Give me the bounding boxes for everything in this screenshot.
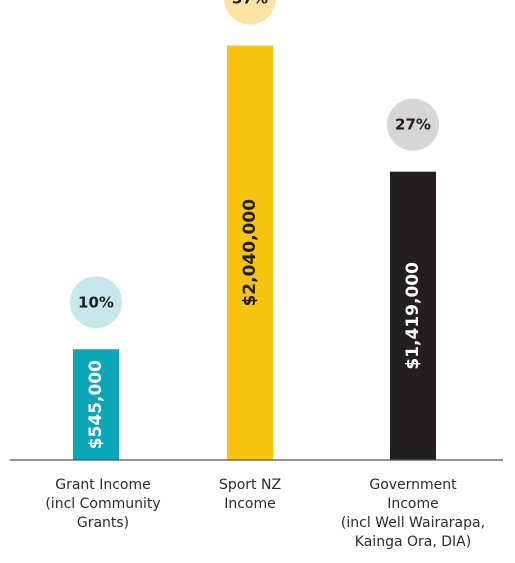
- bar-value-label-government-income: $1,419,000: [403, 262, 423, 370]
- category-label-government-income: Government Income (incl Well Wairarapa, …: [340, 477, 486, 550]
- bar-sport-nz-income: [227, 45, 273, 460]
- percent-badge-sport-nz-income: [224, 0, 276, 25]
- bars: $545,000 $2,040,000 $1,419,000: [73, 45, 436, 460]
- category-label-sport-nz-income: Sport NZ Income: [218, 477, 282, 512]
- percent-label-government-income: 27%: [395, 116, 431, 134]
- percent-label-sport-nz-income: 37%: [232, 0, 268, 8]
- percent-badge-grant-income: [70, 276, 122, 329]
- bar-value-label-sport-nz-income: $2,040,000: [240, 199, 260, 307]
- bar-grant-income: [73, 349, 119, 460]
- bar-government-income: [390, 171, 436, 460]
- percent-badges: 10% 37% 27%: [70, 0, 439, 329]
- percent-badge-government-income: [387, 98, 439, 151]
- bar-value-label-grant-income: $545,000: [86, 360, 106, 449]
- percent-label-grant-income: 10%: [78, 293, 114, 311]
- category-label-grant-income: Grant Income (incl Community Grants): [45, 477, 161, 531]
